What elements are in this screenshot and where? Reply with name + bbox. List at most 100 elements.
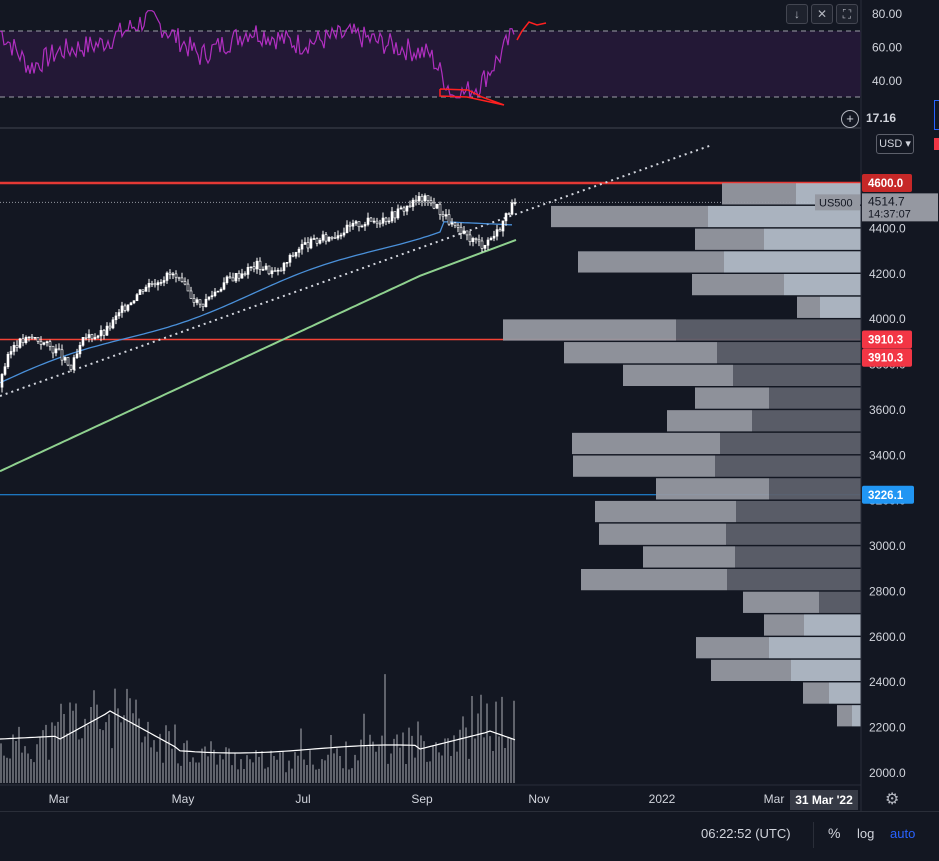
candle-body bbox=[333, 237, 337, 239]
volume-profile-down-bar bbox=[752, 410, 861, 432]
log-scale-toggle[interactable]: log bbox=[857, 826, 875, 841]
currency-selector[interactable]: USD ▾ bbox=[876, 134, 914, 154]
candle-body bbox=[396, 208, 400, 219]
last-price-tag bbox=[862, 193, 938, 222]
fast-moving-average bbox=[0, 221, 513, 384]
candle-body bbox=[210, 295, 214, 298]
candle-body bbox=[468, 234, 472, 242]
right-toolbar-edge[interactable] bbox=[934, 100, 939, 130]
volume-profile-down-bar bbox=[829, 682, 861, 704]
candle-body bbox=[237, 272, 241, 279]
price-tick-label: 2200.0 bbox=[869, 721, 906, 735]
candle-body bbox=[171, 273, 175, 276]
candle-body bbox=[270, 270, 274, 275]
candle-body bbox=[246, 267, 250, 275]
candle-body bbox=[78, 345, 82, 355]
candle-body bbox=[300, 244, 304, 250]
candle-body bbox=[282, 262, 286, 271]
candle-body bbox=[48, 341, 52, 347]
candle-body bbox=[360, 225, 364, 228]
candle-body bbox=[390, 211, 394, 222]
percent-scale-toggle[interactable]: % bbox=[828, 825, 841, 841]
rsi-axis[interactable]: 80.00 60.00 40.00 bbox=[872, 7, 902, 88]
candle-body bbox=[510, 202, 514, 215]
candle-body bbox=[402, 207, 406, 212]
candle-body bbox=[108, 325, 112, 329]
candle-body bbox=[105, 325, 109, 336]
volume-profile-up-bar bbox=[722, 183, 796, 205]
candle-body bbox=[267, 265, 271, 275]
candle-body bbox=[252, 266, 256, 270]
candle-body bbox=[456, 224, 460, 228]
candle-body bbox=[219, 288, 223, 292]
candle-body bbox=[96, 335, 100, 338]
candle-body bbox=[162, 280, 166, 283]
right-alert-edge[interactable] bbox=[934, 138, 939, 150]
candle-body bbox=[120, 305, 124, 313]
candle-body bbox=[204, 298, 208, 308]
volume-profile-up-bar bbox=[711, 659, 791, 682]
candle-body bbox=[384, 217, 388, 222]
time-axis[interactable]: Mar May Jul Sep Nov 2022 Mar bbox=[49, 792, 785, 806]
candle-body bbox=[387, 220, 391, 223]
candle-body bbox=[156, 282, 160, 286]
candle-body bbox=[231, 277, 235, 282]
candle-body bbox=[393, 211, 397, 219]
volume-profile-up-bar bbox=[692, 273, 784, 296]
candle-body bbox=[303, 242, 307, 245]
rsi-pane[interactable] bbox=[0, 10, 861, 106]
candle-body bbox=[480, 240, 484, 249]
candle-body bbox=[183, 281, 187, 285]
candle-body bbox=[51, 345, 55, 354]
volume-profile-up-bar bbox=[803, 682, 829, 704]
volume-profile bbox=[503, 183, 861, 727]
maximize-pane-button[interactable]: ⛶ bbox=[836, 4, 858, 24]
price-pane[interactable] bbox=[0, 144, 861, 783]
plus-circle-icon[interactable]: + bbox=[841, 110, 859, 128]
candle-body bbox=[438, 203, 442, 215]
candle-body bbox=[99, 330, 103, 337]
slow-moving-average bbox=[0, 238, 517, 473]
rsi-tick-label: 60.00 bbox=[872, 41, 902, 55]
candle-body bbox=[441, 214, 445, 217]
move-pane-down-button[interactable]: ↓ bbox=[786, 4, 808, 24]
candle-body bbox=[159, 282, 163, 284]
volume-profile-up-bar bbox=[564, 342, 717, 364]
volume-profile-up-bar bbox=[695, 387, 769, 409]
candle-body bbox=[45, 341, 49, 344]
candle-body bbox=[180, 277, 184, 282]
volume-profile-down-bar bbox=[852, 705, 861, 727]
candle-body bbox=[351, 222, 355, 227]
price-level-tag-label: 3226.1 bbox=[868, 490, 904, 502]
auto-scale-toggle[interactable]: auto bbox=[890, 826, 916, 841]
candle-body bbox=[501, 220, 505, 232]
rsi-line bbox=[0, 10, 515, 99]
volume-profile-down-bar bbox=[726, 523, 861, 545]
time-tick-label: Mar bbox=[764, 792, 785, 806]
candle-body bbox=[477, 239, 481, 242]
chart-footer: 06:22:52 (UTC) % log auto bbox=[0, 811, 939, 861]
volume-profile-down-bar bbox=[820, 296, 861, 318]
candle-body bbox=[288, 254, 292, 263]
time-tick-label: Jul bbox=[295, 792, 310, 806]
candle-body bbox=[3, 366, 7, 375]
candle-body bbox=[36, 337, 40, 342]
close-pane-button[interactable]: ✕ bbox=[811, 4, 833, 24]
volume-profile-up-bar bbox=[551, 205, 708, 228]
utc-clock[interactable]: 06:22:52 (UTC) bbox=[701, 826, 791, 841]
volume-profile-up-bar bbox=[595, 500, 736, 523]
candle-body bbox=[123, 305, 127, 311]
volume-profile-down-bar bbox=[769, 637, 861, 659]
time-tick-label: Sep bbox=[411, 792, 433, 806]
volume-profile-up-bar bbox=[764, 614, 804, 636]
candle-body bbox=[195, 299, 199, 303]
candle-body bbox=[498, 229, 502, 232]
volume-profile-up-bar bbox=[743, 591, 819, 613]
candle-body bbox=[141, 289, 145, 292]
candle-body bbox=[453, 222, 457, 226]
gear-icon[interactable]: ⚙ bbox=[885, 791, 900, 808]
volume-profile-up-bar bbox=[503, 319, 676, 341]
rsi-value-readout: 17.16 bbox=[866, 111, 897, 125]
candle-body bbox=[363, 224, 367, 227]
